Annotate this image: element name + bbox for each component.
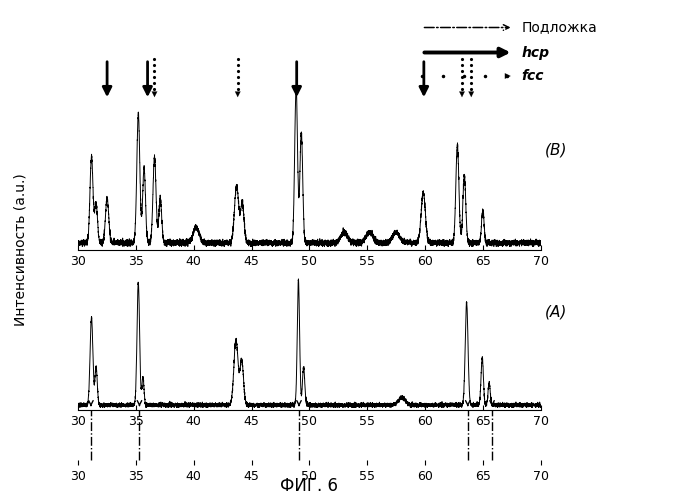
Text: (B): (B) bbox=[545, 142, 568, 158]
Text: hcp: hcp bbox=[522, 46, 549, 60]
Text: Подложка: Подложка bbox=[522, 20, 597, 34]
Text: (A): (A) bbox=[545, 304, 568, 320]
Text: fcc: fcc bbox=[522, 69, 544, 83]
Text: ФИГ. 6: ФИГ. 6 bbox=[280, 477, 339, 495]
Text: Интенсивность (a.u.): Интенсивность (a.u.) bbox=[14, 174, 27, 326]
